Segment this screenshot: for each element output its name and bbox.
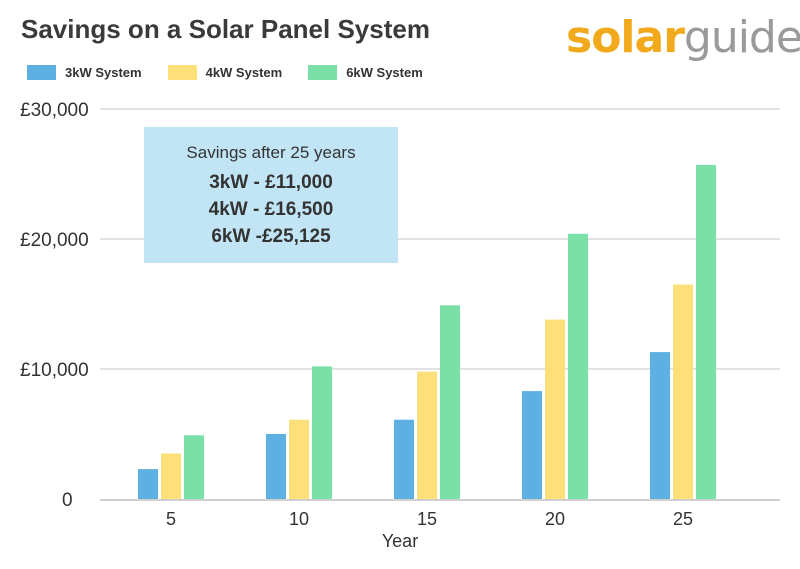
y-tick-label: £10,000 — [20, 360, 89, 381]
legend-label: 3kW System — [65, 65, 142, 80]
bar-3kw-system — [522, 391, 542, 499]
legend-swatch — [167, 65, 197, 80]
x-tick-label: 25 — [673, 509, 693, 529]
y-tick-label: £30,000 — [20, 100, 89, 121]
bar-4kw-system — [161, 453, 181, 499]
solarguide-logo: solarguide — [566, 12, 800, 63]
bar-3kw-system — [266, 434, 286, 499]
annotation-line: 6kW -£25,125 — [211, 226, 331, 247]
bar-3kw-system — [650, 352, 670, 499]
y-tick-label: 0 — [62, 490, 73, 511]
annotation-heading: Savings after 25 years — [186, 143, 356, 162]
x-tick-label: 5 — [166, 509, 176, 529]
legend-label: 6kW System — [346, 65, 423, 80]
x-tick-label: 15 — [417, 509, 437, 529]
bar-4kw-system — [545, 319, 565, 499]
bar-6kw-system — [568, 233, 588, 500]
legend-item-6kw: 6kW System — [308, 65, 423, 80]
y-tick-label: £20,000 — [20, 230, 89, 251]
bar-6kw-system — [440, 305, 460, 499]
bar-4kw-system — [417, 371, 437, 499]
legend-item-3kw: 3kW System — [27, 65, 142, 80]
annotation-line: 3kW - £11,000 — [209, 172, 333, 193]
chart-title: Savings on a Solar Panel System — [21, 14, 430, 44]
annotation-line: 4kW - £16,500 — [208, 199, 334, 220]
bar-6kw-system — [312, 366, 332, 499]
legend-label: 4kW System — [205, 65, 283, 80]
legend: 3kW System 4kW System 6kW System — [27, 65, 423, 80]
x-tick-label: 20 — [545, 509, 565, 529]
bar-6kw-system — [184, 435, 204, 499]
x-tick-label: 10 — [289, 509, 309, 529]
x-axis-label: Year — [382, 531, 418, 551]
legend-swatch — [308, 65, 338, 80]
savings-annotation: Savings after 25 years 3kW - £11,000 4kW… — [144, 127, 398, 263]
bar-4kw-system — [289, 419, 309, 499]
legend-item-4kw: 4kW System — [167, 65, 283, 80]
bar-3kw-system — [138, 469, 158, 499]
bar-4kw-system — [673, 284, 693, 499]
bar-3kw-system — [394, 419, 414, 499]
bar-6kw-system — [696, 164, 716, 499]
legend-swatch — [27, 65, 56, 80]
